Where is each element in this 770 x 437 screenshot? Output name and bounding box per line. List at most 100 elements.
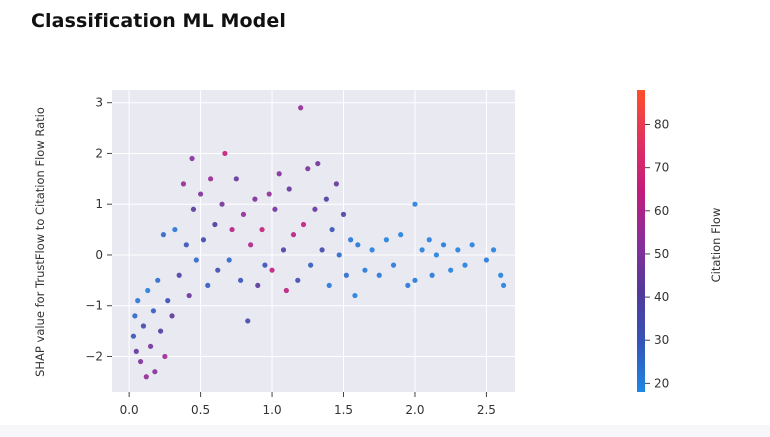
scatter-point-9 <box>150 308 157 314</box>
scatter-point-65 <box>340 211 347 217</box>
scatter-point-12 <box>157 328 164 334</box>
scatter-point-2 <box>133 348 139 354</box>
scatter-point-8 <box>147 343 154 349</box>
scatter-point-35 <box>233 176 239 182</box>
scatter-point-53 <box>298 105 304 111</box>
y-tick-label-5: 3 <box>95 96 103 110</box>
scatter-point-6 <box>143 374 149 380</box>
colorbar-tick-label-4: 60 <box>654 204 669 218</box>
scatter-point-75 <box>398 232 404 238</box>
scatter-point-40 <box>252 196 258 202</box>
scatter-point-7 <box>145 287 151 294</box>
scatter-point-38 <box>245 318 251 324</box>
scatter-point-16 <box>169 313 175 319</box>
scatter-point-14 <box>162 353 168 360</box>
grid-lines <box>112 90 515 392</box>
scatter-point-51 <box>290 232 297 238</box>
scatter-point-5 <box>140 323 147 329</box>
scatter-point-49 <box>283 287 289 294</box>
scatter-point-3 <box>135 298 141 304</box>
y-tick-label-4: 2 <box>95 146 103 160</box>
scatter-point-91 <box>500 282 507 289</box>
scatter-point-60 <box>323 196 329 202</box>
scatter-point-52 <box>295 277 301 283</box>
bottom-strip <box>0 425 770 437</box>
x-tick-label-2: 1.0 <box>263 403 282 417</box>
scatter-point-21 <box>186 292 192 299</box>
scatter-point-42 <box>259 226 265 233</box>
y-axis-label: SHAP value for TrustFlow to Citation Flo… <box>33 107 47 377</box>
scatter-point-34 <box>229 226 235 233</box>
scatter-point-64 <box>336 252 342 258</box>
scatter-point-45 <box>269 267 275 273</box>
y-tick-label-3: 1 <box>95 197 103 211</box>
y-axis: −2 −1 0 1 2 3 <box>85 96 112 363</box>
x-tick-label-4: 2.0 <box>405 403 424 417</box>
scatter-point-13 <box>160 232 167 238</box>
colorbar-tick-label-0: 20 <box>654 376 669 390</box>
x-tick-label-3: 1.5 <box>334 403 353 417</box>
scatter-point-74 <box>390 262 397 268</box>
scatter-point-80 <box>426 237 432 243</box>
page-title: Classification ML Model <box>31 10 286 32</box>
colorbar-label: Citation Flow <box>709 208 723 283</box>
colorbar-tick-label-6: 80 <box>654 118 669 132</box>
scatter-point-77 <box>412 201 418 207</box>
scatter-point-43 <box>262 262 268 268</box>
scatter-point-0 <box>130 333 137 339</box>
scatter-point-89 <box>490 247 497 253</box>
scatter-point-17 <box>172 226 178 233</box>
scatter-point-78 <box>412 277 418 283</box>
x-tick-label-0: 0.0 <box>120 403 139 417</box>
colorbar <box>637 90 645 392</box>
scatter-point-10 <box>152 369 158 375</box>
colorbar-tick-label-2: 40 <box>654 290 669 304</box>
scatter-point-62 <box>329 226 335 233</box>
scatter-point-37 <box>240 211 247 217</box>
scatter-point-56 <box>308 262 314 268</box>
scatter-point-11 <box>155 277 161 283</box>
scatter-point-47 <box>276 171 282 177</box>
scatter-point-69 <box>355 242 361 248</box>
scatter-point-57 <box>312 206 318 212</box>
scatter-point-76 <box>405 282 411 289</box>
scatter-point-26 <box>200 237 207 243</box>
scatter-point-23 <box>190 206 197 212</box>
scatter-point-18 <box>176 272 182 278</box>
scatter-point-90 <box>498 272 504 278</box>
scatter-point-59 <box>319 247 325 253</box>
scatter-point-83 <box>440 242 447 248</box>
scatter-point-1 <box>132 313 138 319</box>
scatter-point-63 <box>333 181 339 187</box>
scatter-point-31 <box>219 201 225 207</box>
scatter-point-29 <box>212 221 218 228</box>
scatter-point-79 <box>419 247 425 253</box>
scatter-point-4 <box>137 358 144 365</box>
y-tick-label-2: 0 <box>95 248 103 262</box>
scatter-point-70 <box>362 267 368 273</box>
scatter-point-61 <box>326 282 332 289</box>
colorbar-tick-label-5: 70 <box>654 161 669 175</box>
scatter-point-46 <box>272 206 278 212</box>
scatter-point-48 <box>280 247 287 253</box>
scatter-points <box>130 105 507 380</box>
y-tick-label-1: −1 <box>85 299 103 313</box>
scatter-point-55 <box>305 166 311 172</box>
x-tick-label-1: 0.5 <box>191 403 210 417</box>
colorbar-tick-label-3: 50 <box>654 247 669 261</box>
scatter-point-20 <box>183 242 189 248</box>
scatter-point-84 <box>448 267 454 273</box>
scatter-point-72 <box>376 272 382 278</box>
scatter-point-30 <box>215 267 221 273</box>
scatter-point-41 <box>255 282 261 289</box>
scatter-point-66 <box>343 272 349 278</box>
scatter-point-58 <box>315 160 321 167</box>
scatter-point-28 <box>208 176 214 182</box>
scatter-point-50 <box>286 186 292 192</box>
scatter-point-15 <box>165 298 171 304</box>
scatter-point-86 <box>462 262 468 268</box>
scatter-point-25 <box>198 191 204 197</box>
scatter-point-22 <box>189 155 195 162</box>
scatter-point-36 <box>238 277 244 283</box>
scatter-point-71 <box>369 247 375 253</box>
